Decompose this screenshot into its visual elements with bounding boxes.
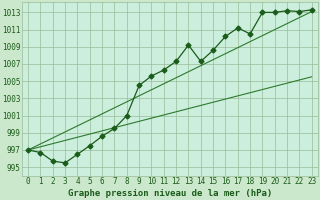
X-axis label: Graphe pression niveau de la mer (hPa): Graphe pression niveau de la mer (hPa) — [68, 189, 272, 198]
